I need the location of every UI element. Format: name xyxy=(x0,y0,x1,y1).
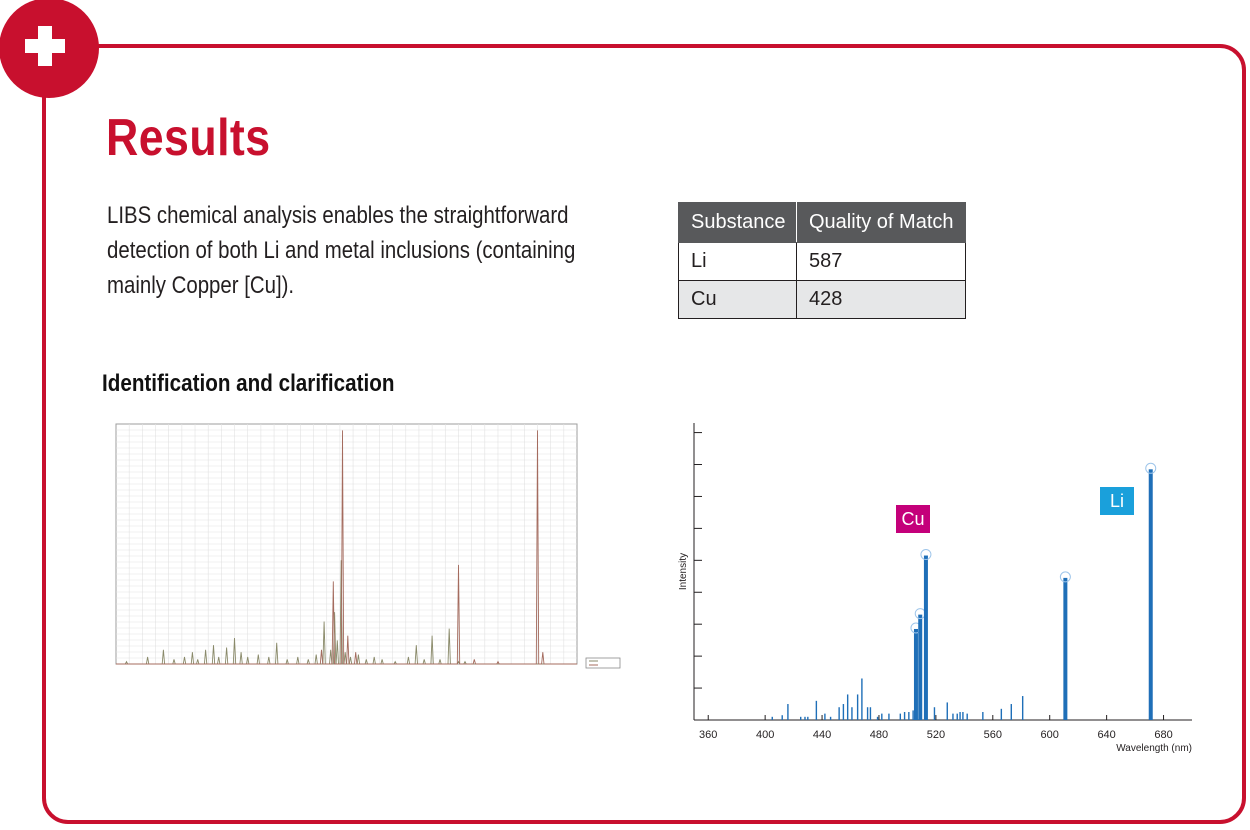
bar xyxy=(923,555,928,720)
x-tick-label: 680 xyxy=(1154,729,1172,741)
legend-label: Li xyxy=(1110,491,1124,511)
bar xyxy=(771,716,773,720)
bar xyxy=(787,704,789,720)
peak-marker xyxy=(1145,462,1157,474)
y-axis-label: Intensity xyxy=(678,553,689,590)
bar xyxy=(903,712,906,720)
bar xyxy=(966,713,968,720)
bar xyxy=(804,716,806,720)
x-tick-label: 640 xyxy=(1097,729,1115,741)
wavelength-bar-chart: 360 400 440 480 520 560 600 640 680 Wavelength (n… xyxy=(678,423,1192,754)
bar xyxy=(912,710,914,720)
x-tick-label: 440 xyxy=(813,729,831,741)
x-tick-label: 520 xyxy=(927,729,945,741)
legend-label: Cu xyxy=(901,509,924,529)
bar xyxy=(1010,704,1012,720)
bar xyxy=(851,707,853,720)
cell-quality: 587 xyxy=(796,242,966,281)
column-header-quality: Quality of Match xyxy=(796,202,966,243)
x-tick-label: 560 xyxy=(984,729,1002,741)
bar xyxy=(899,713,902,720)
bar xyxy=(933,707,936,720)
bar xyxy=(781,715,783,720)
bar xyxy=(1021,696,1024,720)
x-tick-label: 600 xyxy=(1041,729,1059,741)
spectrum-line xyxy=(116,430,577,665)
table-header-row: Substance Quality of Match xyxy=(678,202,966,243)
bar xyxy=(861,678,863,720)
bar xyxy=(881,713,883,720)
cell-quality: 428 xyxy=(796,280,966,319)
legend-box xyxy=(896,505,930,533)
bar xyxy=(1148,469,1153,720)
column-header-substance: Substance xyxy=(678,202,797,243)
legend-box xyxy=(585,657,621,669)
bar xyxy=(888,713,890,720)
bar xyxy=(842,704,845,720)
section-heading: Identification and clarification xyxy=(102,370,395,397)
bar xyxy=(869,707,872,720)
bar xyxy=(946,702,948,720)
cell-substance: Li xyxy=(678,242,797,281)
bar xyxy=(918,614,923,720)
bar xyxy=(856,694,859,720)
bar xyxy=(962,712,964,720)
spectrum-chart xyxy=(115,423,621,669)
x-axis-label: Wavelength (nm) xyxy=(1116,743,1192,754)
bar xyxy=(913,628,918,720)
x-tick-label: 400 xyxy=(756,729,774,741)
bar xyxy=(824,713,826,720)
plus-icon xyxy=(0,0,99,98)
peak-marker xyxy=(920,549,932,561)
bar xyxy=(815,700,818,720)
bar xyxy=(846,694,849,720)
bar xyxy=(959,712,961,720)
bar xyxy=(866,707,869,720)
intro-text: LIBS chemical analysis enables the strai… xyxy=(107,202,576,299)
table-row: Li 587 xyxy=(678,242,966,281)
bar xyxy=(1063,577,1068,720)
bar xyxy=(1000,708,1003,720)
bar xyxy=(838,707,840,720)
peak-marker xyxy=(1059,571,1071,583)
bar xyxy=(982,712,984,720)
bar xyxy=(829,716,832,720)
cell-substance: Cu xyxy=(678,280,797,319)
bar xyxy=(908,712,910,720)
bar xyxy=(952,713,954,720)
bar xyxy=(800,716,802,720)
bar xyxy=(956,713,958,720)
bar xyxy=(807,716,809,720)
x-tick-label: 360 xyxy=(699,729,717,741)
x-tick-label: 480 xyxy=(870,729,888,741)
match-table: Substance Quality of Match Li 587 Cu 428 xyxy=(678,202,966,319)
page-title: Results xyxy=(106,109,271,167)
legend-box xyxy=(1100,487,1134,515)
spectrum-line xyxy=(116,560,577,665)
bar xyxy=(876,716,879,720)
table-row: Cu 428 xyxy=(678,280,966,319)
